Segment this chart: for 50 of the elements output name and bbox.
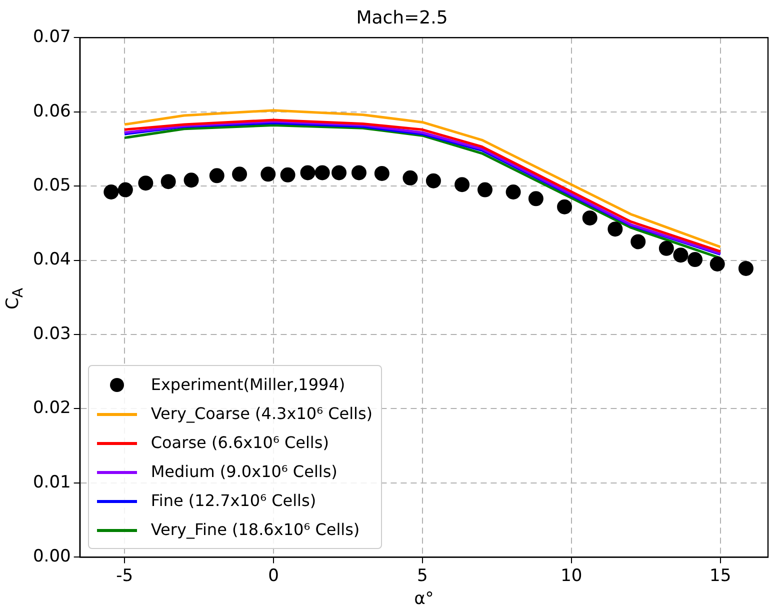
y-tick-label: 0.03 [32,324,71,344]
y-tick-label: 0.00 [32,546,71,567]
point [673,248,688,263]
x-tick-label: -5 [116,566,134,586]
point [402,170,418,186]
y-tick-label: 0.06 [32,101,71,122]
y-tick-label: 0.07 [32,27,71,48]
x-axis-title: α° [414,589,434,610]
legend-label: Very_Coarse (4.3x10⁶ Cells) [150,404,373,424]
point [209,168,224,184]
x-tick-label: 10 [560,566,582,586]
point [528,191,544,206]
x-tick-label: 0 [268,566,279,586]
point [232,166,248,182]
point [688,252,703,268]
point [506,184,521,200]
point [477,182,492,198]
point [582,210,598,226]
point [351,165,366,180]
point [184,172,199,188]
legend-label: Coarse (6.6x10⁶ Cells) [150,433,329,452]
point [658,240,674,256]
point [314,165,330,180]
legend-label: Fine (12.7x10⁶ Cells) [150,491,316,510]
legend-label: Very_Fine (18.6x10⁶ Cells) [150,520,360,540]
point [300,165,316,180]
point [630,234,646,250]
point [160,174,176,190]
legend-label: Medium (9.0x10⁶ Cells) [150,462,338,482]
point [280,167,296,182]
y-tick-label: 0.04 [32,250,71,270]
y-tick-label: 0.02 [32,398,71,418]
point [104,184,119,200]
point [426,173,441,188]
point [374,166,390,181]
y-tick-label: 0.05 [32,175,71,196]
legend-label: Experiment(Miller,1994) [150,375,346,394]
point [738,260,754,276]
point [332,165,347,180]
chart-title: Mach=2.5 [356,7,448,28]
point [557,199,572,214]
point [608,222,623,237]
point [118,182,133,198]
point [454,177,470,192]
y-tick-label: 0.01 [32,472,71,492]
point [138,176,154,191]
x-tick-label: 15 [710,566,732,586]
x-tick-label: 5 [417,566,428,586]
point [260,166,276,182]
point [710,256,725,272]
